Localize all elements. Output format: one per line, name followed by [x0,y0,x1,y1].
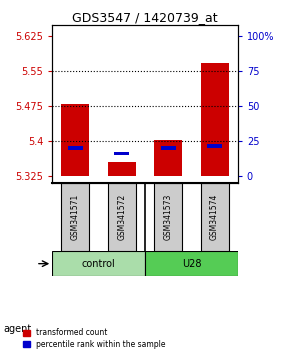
Legend: transformed count, percentile rank within the sample: transformed count, percentile rank withi… [21,327,168,350]
Bar [61,104,89,176]
Bar [108,162,136,176]
Bar [207,144,222,148]
Text: agent: agent [3,324,31,333]
Bar [154,141,182,176]
Text: GSM341574: GSM341574 [210,194,219,240]
Text: GSM341573: GSM341573 [164,194,173,240]
Bar [61,183,89,251]
Bar [52,251,145,276]
Title: GDS3547 / 1420739_at: GDS3547 / 1420739_at [72,11,218,24]
Text: U28: U28 [182,259,201,269]
Bar [114,152,129,155]
Text: GSM341572: GSM341572 [117,194,126,240]
Bar [161,147,176,150]
Bar [201,183,229,251]
Text: control: control [82,259,115,269]
Bar [68,147,83,150]
Bar [145,251,238,276]
Bar [108,183,136,251]
Bar [154,183,182,251]
Text: GSM341571: GSM341571 [71,194,80,240]
Bar [201,63,229,176]
